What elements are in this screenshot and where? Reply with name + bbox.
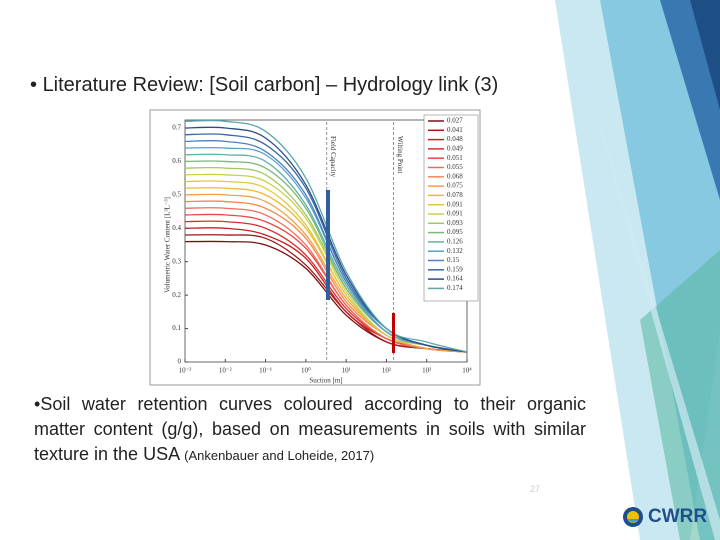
annotation-text: Wilting Point (396, 136, 404, 174)
logo: CWRR (622, 504, 710, 530)
x-tick-label: 10⁴ (462, 367, 472, 375)
y-tick-label: 0.4 (172, 224, 181, 232)
legend-label: 0.041 (447, 126, 463, 134)
legend-label: 0.159 (447, 265, 463, 273)
legend-label: 0.174 (447, 284, 463, 292)
y-tick-label: 0.6 (172, 157, 181, 165)
y-tick-label: 0 (178, 358, 182, 366)
legend-label: 0.126 (447, 238, 463, 246)
logo-icon (623, 507, 643, 527)
y-tick-label: 0.2 (172, 291, 181, 299)
legend-label: 0.091 (447, 210, 463, 218)
range-bar-red (392, 313, 395, 353)
legend-label: 0.164 (447, 275, 463, 283)
legend-label: 0.095 (447, 228, 463, 236)
legend-label: 0.075 (447, 182, 463, 190)
legend-label: 0.055 (447, 163, 463, 171)
y-tick-label: 0.1 (172, 324, 181, 332)
legend-label: 0.068 (447, 172, 463, 180)
legend-label: 0.132 (447, 247, 463, 255)
y-tick-label: 0.7 (172, 124, 181, 132)
x-tick-label: 10³ (422, 367, 431, 375)
legend-label: 0.027 (447, 117, 463, 125)
legend-label: 0.048 (447, 135, 463, 143)
slide-title: • Literature Review: [Soil carbon] – Hyd… (30, 74, 499, 96)
caption-lead: Soil water retention curves (40, 394, 273, 414)
logo-text: CWRR (648, 506, 708, 527)
legend-label: 0.091 (447, 200, 463, 208)
title-text: Literature Review: [Soil carbon] – Hydro… (42, 74, 499, 96)
x-tick-label: 10⁻¹ (259, 367, 272, 375)
x-tick-label: 10⁰ (301, 367, 311, 375)
legend-label: 0.049 (447, 145, 463, 153)
x-axis-label: Suction [m] (309, 377, 342, 385)
legend-label: 0.15 (447, 256, 460, 264)
deco-shape (575, 40, 720, 540)
legend-label: 0.078 (447, 191, 463, 199)
caption-text: coloured according to their organic matt… (34, 394, 586, 464)
y-axis-label: Volumetric Water Content [L³L⁻³] (164, 197, 172, 293)
legend-label: 0.093 (447, 219, 463, 227)
caption: •Soil water retention curves coloured ac… (34, 394, 586, 464)
y-tick-label: 0.5 (172, 190, 181, 198)
y-tick-label: 0.3 (172, 257, 181, 265)
range-bar-blue (326, 190, 330, 300)
annotation-text: Field Capacity (329, 136, 337, 178)
x-tick-label: 10⁻³ (179, 367, 192, 375)
x-tick-label: 10⁻² (219, 367, 232, 375)
page-number: 27 (530, 484, 541, 494)
legend-label: 0.051 (447, 154, 463, 162)
citation: (Ankenbauer and Loheide, 2017) (184, 448, 375, 463)
x-tick-label: 10¹ (342, 367, 351, 375)
x-tick-label: 10² (382, 367, 391, 375)
deco-shape (690, 0, 720, 110)
